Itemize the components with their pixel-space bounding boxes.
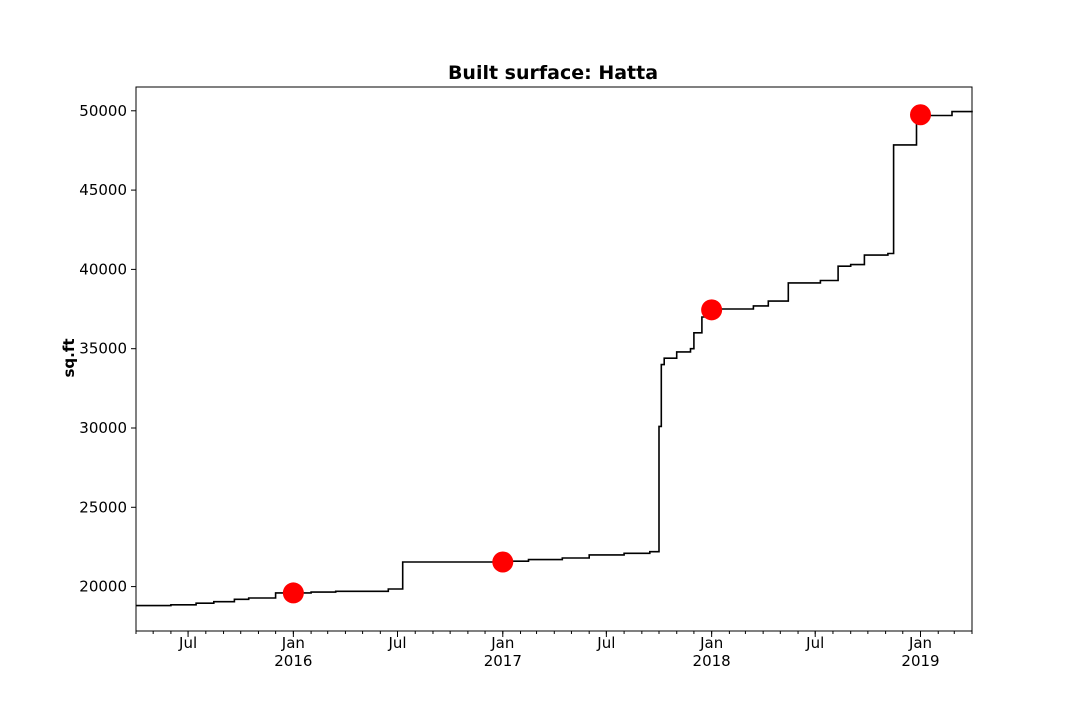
x-tick-year-label: 2017 — [484, 652, 522, 670]
data-point-marker — [910, 104, 932, 126]
x-tick-year-label: 2018 — [693, 652, 731, 670]
x-tick-label: Jan — [281, 634, 305, 652]
x-tick-label: Jan — [490, 634, 514, 652]
x-tick-label: Jan — [699, 634, 723, 652]
y-tick-label: 50000 — [79, 102, 127, 120]
data-point-marker — [282, 582, 304, 604]
x-tick-label: Jan — [908, 634, 932, 652]
y-axis-label: sq.ft — [60, 338, 78, 377]
y-tick-label: 40000 — [79, 260, 127, 278]
chart-title: Built surface: Hatta — [448, 62, 658, 84]
data-point-marker — [492, 551, 514, 573]
y-tick-label: 45000 — [79, 181, 127, 199]
x-tick-label: Jul — [387, 634, 406, 652]
plot-area: 20000 25000 30000 35000 40000 45000 50000 Jul Ja… — [79, 102, 973, 670]
y-tick-label: 35000 — [79, 340, 127, 358]
x-tick-label: Jul — [805, 634, 824, 652]
data-point-marker — [701, 299, 723, 321]
x-tick-year-label: 2019 — [901, 652, 939, 670]
y-tick-label: 20000 — [79, 578, 127, 596]
x-tick-label: Jul — [178, 634, 197, 652]
step-line — [136, 110, 973, 607]
plot-frame — [135, 86, 973, 632]
x-tick-label: Jul — [596, 634, 615, 652]
y-tick-label: 30000 — [79, 419, 127, 437]
x-tick-year-label: 2016 — [274, 652, 312, 670]
y-tick-label: 25000 — [79, 498, 127, 516]
